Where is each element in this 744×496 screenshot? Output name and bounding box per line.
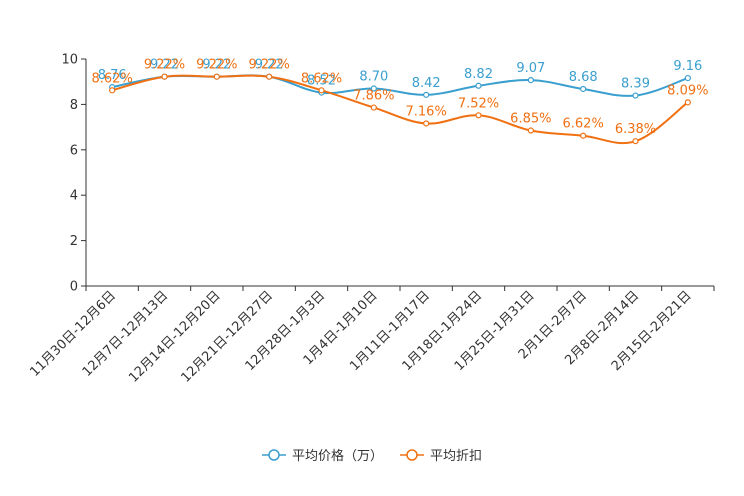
price-data-label: 9.22 (202, 58, 231, 73)
series-points (109, 73, 691, 145)
series-lines (111, 74, 689, 145)
price-data-label: 8.39 (621, 77, 650, 92)
discount-point (684, 99, 691, 106)
discount-data-label: 8.62% (92, 71, 133, 86)
y-tick-label: 6 (70, 143, 78, 158)
discount-point (213, 73, 220, 80)
y-axis-ticks: 0 2 4 6 8 10 (61, 53, 86, 295)
discount-data-label: 8.09% (667, 83, 708, 98)
price-data-label: 8.52 (307, 74, 336, 89)
price-point (684, 74, 691, 82)
chart-axes (85, 59, 714, 287)
discount-data-label: 7.16% (406, 104, 447, 119)
discount-data-label: 6.62% (563, 117, 604, 132)
legend: 平均价格（万） 平均折扣 (262, 448, 482, 464)
data-labels: 8.76 9.22 9.22 9.22 8.52 8.70 8.42 8.82 9.07 8.68… (92, 58, 709, 137)
y-tick-label: 8 (70, 98, 78, 113)
price-data-label: 8.82 (464, 67, 493, 82)
discount-point (527, 127, 534, 134)
discount-point (580, 132, 587, 139)
discount-data-label: 7.86% (353, 89, 394, 104)
price-data-label: 9.22 (150, 58, 179, 73)
discount-point (161, 73, 168, 80)
discount-point (109, 87, 116, 94)
price-point (527, 77, 534, 84)
discount-line (111, 74, 689, 145)
price-data-label: 8.68 (569, 70, 598, 85)
price-line (111, 74, 689, 97)
discount-point (266, 73, 273, 80)
x-axis-ticks: 11月30日-12月6日12月7日-12月13日12月14日-12月20日12月… (27, 286, 715, 386)
legend-item-price-marker (268, 449, 280, 461)
legend-item-price-label: 平均价格（万） (292, 448, 383, 464)
discount-data-label: 9.22% (196, 58, 237, 73)
price-point (475, 82, 482, 89)
price-point (632, 92, 639, 99)
price-data-label: 9.16 (673, 59, 702, 74)
discount-point (475, 112, 482, 119)
x-tick-label: 12月21日-12月27日 (179, 288, 276, 385)
discount-data-label: 9.22% (144, 58, 185, 73)
discount-data-label: 7.52% (458, 96, 499, 111)
price-point (370, 85, 377, 92)
price-data-label: 8.76 (98, 68, 127, 83)
y-tick-label: 2 (70, 234, 78, 249)
price-point (423, 91, 430, 98)
y-tick-label: 0 (70, 280, 78, 295)
discount-point (423, 120, 430, 127)
discount-data-label: 8.62% (301, 71, 342, 86)
x-tick-label: 12月14日-12月20日 (126, 288, 223, 385)
price-point (580, 85, 587, 93)
x-tick-label: 11月30日-12月6日 (27, 288, 119, 380)
y-tick-label: 4 (70, 189, 78, 204)
discount-data-label: 9.22% (249, 58, 290, 73)
legend-item-discount-label: 平均折扣 (430, 449, 482, 464)
discount-point (318, 87, 325, 94)
price-data-label: 9.22 (255, 58, 284, 73)
discount-data-label: 6.38% (615, 122, 656, 137)
price-data-label: 9.07 (516, 61, 545, 76)
discount-data-label: 6.85% (510, 112, 551, 127)
discount-point (370, 104, 377, 111)
legend-item-discount-marker (406, 449, 418, 461)
price-data-label: 8.42 (412, 76, 441, 91)
discount-point (632, 138, 639, 145)
y-tick-label: 10 (61, 53, 78, 68)
price-data-label: 8.70 (359, 70, 388, 85)
